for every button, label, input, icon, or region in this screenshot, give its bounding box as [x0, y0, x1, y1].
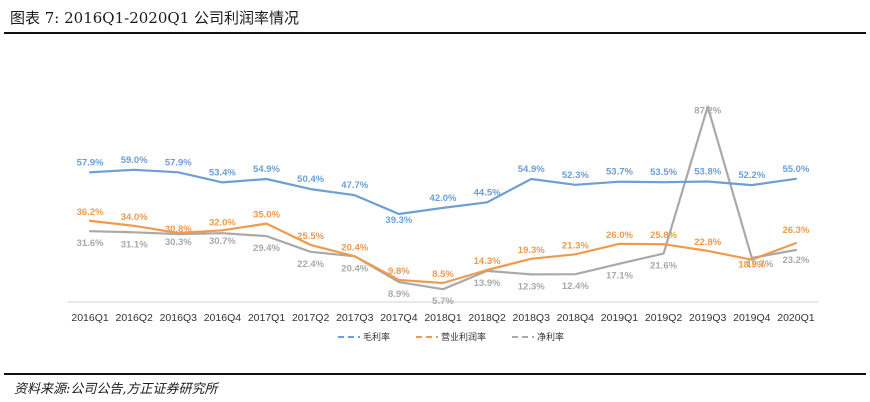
data-label-net: 19.7%: [746, 259, 773, 270]
data-label-operating: 25.8%: [650, 230, 677, 241]
data-label-gross: 53.5%: [650, 167, 677, 178]
profit-margin-line-chart: 2016Q1 2016Q2 2016Q3 2016Q4 2017Q1 2017Q2 2017…: [68, 105, 818, 343]
legend-label-net: 净利率: [537, 331, 564, 343]
data-label-gross: 54.9%: [518, 164, 545, 175]
x-tick-label: 2016Q1: [71, 312, 109, 324]
x-tick-label: 2019Q2: [645, 312, 683, 324]
data-label-operating: 22.8%: [694, 237, 721, 248]
data-label-gross: 59.0%: [121, 155, 148, 166]
x-tick-label: 2018Q2: [468, 312, 506, 324]
x-tick-label: 2019Q4: [733, 312, 771, 324]
data-label-net: 12.4%: [562, 281, 589, 292]
data-label-operating: 36.2%: [77, 207, 104, 218]
data-label-gross: 47.7%: [341, 180, 368, 191]
x-tick-label: 2016Q2: [115, 312, 153, 324]
x-tick-label: 2016Q3: [160, 312, 198, 324]
data-label-gross: 57.9%: [165, 157, 192, 168]
data-label-net: 30.7%: [209, 236, 236, 247]
legend: 毛利率 营业利润率 净利率: [338, 331, 564, 343]
data-label-net: 31.1%: [121, 239, 148, 250]
data-label-net: 5.7%: [432, 296, 454, 307]
data-label-operating: 32.0%: [209, 217, 236, 228]
data-label-operating: 34.0%: [121, 212, 148, 223]
data-label-operating: 19.3%: [518, 245, 545, 256]
x-tick-label: 2019Q3: [689, 312, 727, 324]
data-label-gross: 53.7%: [606, 167, 633, 178]
legend-label-gross: 毛利率: [363, 331, 390, 343]
data-label-operating: 21.3%: [562, 240, 589, 251]
data-label-operating: 25.5%: [297, 231, 324, 242]
data-label-net: 29.4%: [253, 243, 280, 254]
data-label-operating: 26.0%: [606, 230, 633, 241]
source-divider: [4, 373, 866, 375]
x-tick-label: 2018Q1: [424, 312, 462, 324]
data-labels: 31.6% 31.1% 30.3% 30.7% 29.4% 22.4% 20.4% 8.9% 5…: [77, 106, 810, 308]
x-tick-label: 2017Q4: [380, 312, 418, 324]
data-label-gross: 52.2%: [738, 170, 765, 181]
data-label-net: 22.4%: [297, 259, 324, 270]
title-divider: [4, 32, 866, 34]
x-tick-label: 2019Q1: [601, 312, 639, 324]
data-label-operating: 8.5%: [432, 269, 454, 280]
data-label-operating: 20.4%: [341, 242, 368, 253]
x-tick-label: 2017Q1: [248, 312, 286, 324]
data-label-operating: 26.3%: [782, 225, 809, 236]
data-label-net: 12.3%: [518, 281, 545, 292]
x-tick-label: 2016Q4: [204, 312, 242, 324]
series-lines: [88, 105, 798, 291]
series-line-operating: [88, 219, 798, 285]
series-line-net: [88, 105, 798, 291]
data-label-gross: 53.8%: [694, 166, 721, 177]
x-tick-label: 2018Q4: [557, 312, 595, 324]
data-label-net: 87.2%: [694, 106, 721, 117]
data-label-operating: 35.0%: [253, 210, 280, 221]
data-label-net: 20.4%: [341, 263, 368, 274]
x-tick-label: 2020Q1: [777, 312, 815, 324]
source-note: 资料来源:公司公告,方正证券研究所: [14, 382, 218, 397]
data-label-gross: 50.4%: [297, 174, 324, 185]
figure-title: 图表 7: 2016Q1-2020Q1 公司利润率情况: [10, 9, 299, 27]
data-label-net: 23.2%: [782, 255, 809, 266]
data-label-operating: 9.8%: [388, 266, 410, 277]
data-label-net: 31.6%: [77, 238, 104, 249]
data-label-gross: 53.4%: [209, 167, 236, 178]
series-line-gross: [88, 168, 798, 216]
x-axis: 2016Q1 2016Q2 2016Q3 2016Q4 2017Q1 2017Q2 2017…: [68, 301, 818, 324]
x-tick-label: 2018Q3: [513, 312, 551, 324]
x-tick-label: 2017Q3: [336, 312, 374, 324]
data-label-net: 21.6%: [650, 261, 677, 272]
data-label-gross: 54.9%: [253, 164, 280, 175]
data-label-net: 8.9%: [388, 289, 410, 300]
data-label-net: 30.3%: [165, 237, 192, 248]
data-label-gross: 39.3%: [385, 215, 412, 226]
data-label-net: 17.1%: [606, 271, 633, 282]
data-label-gross: 44.5%: [474, 187, 501, 198]
data-label-gross: 55.0%: [782, 164, 809, 175]
data-label-gross: 52.3%: [562, 170, 589, 181]
data-label-gross: 57.9%: [77, 157, 104, 168]
data-label-operating: 14.3%: [474, 256, 501, 267]
data-label-operating: 30.8%: [165, 224, 192, 235]
x-tick-label: 2017Q2: [292, 312, 330, 324]
data-label-gross: 42.0%: [430, 193, 457, 204]
data-label-net: 13.9%: [474, 278, 501, 289]
data-label-operating: 18.9%: [738, 260, 765, 271]
legend-label-operating: 营业利润率: [441, 331, 486, 343]
